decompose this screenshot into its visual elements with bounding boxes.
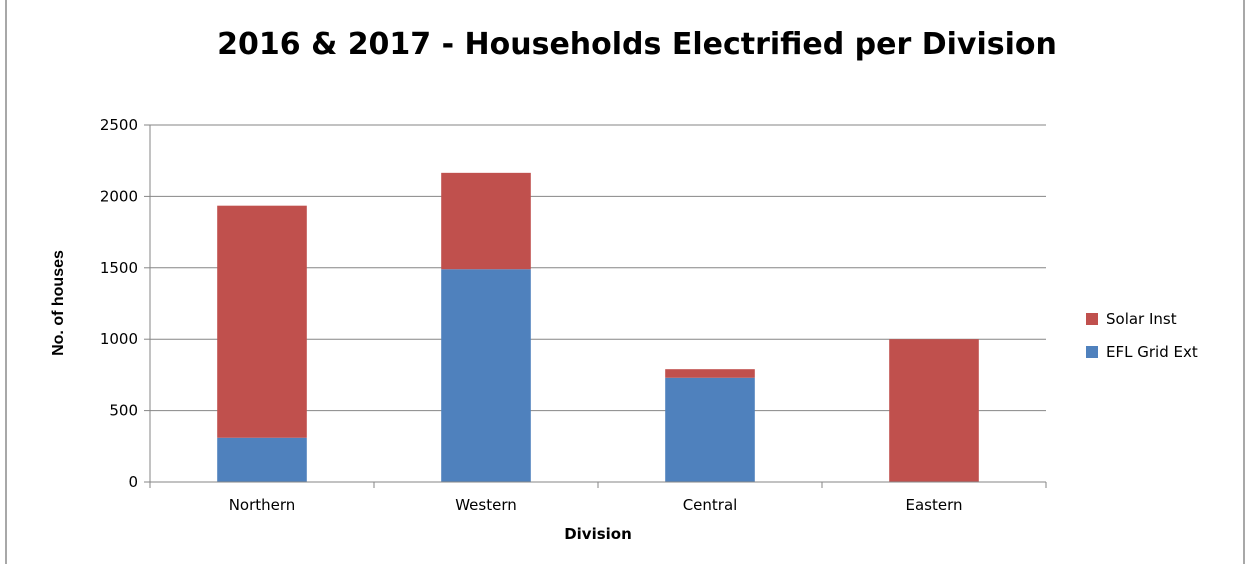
y-axis-title: No. of houses [50, 250, 67, 356]
y-tick-label: 2500 [100, 116, 138, 134]
legend-swatch [1086, 313, 1098, 325]
legend-swatch [1086, 346, 1098, 358]
legend-label: Solar Inst [1106, 310, 1177, 328]
legend-label: EFL Grid Ext [1106, 343, 1198, 361]
y-tick-labels: 0 500 1000 1500 2000 2500 [100, 116, 138, 491]
bars [217, 172, 979, 482]
bar-northern-series-1 [217, 205, 307, 438]
legend: Solar Inst EFL Grid Ext [1086, 310, 1198, 361]
chart-title: 2016 & 2017 - Households Electrified per… [217, 27, 1057, 62]
x-tick-label: Eastern [905, 496, 962, 514]
bar-central-series-1 [665, 369, 755, 378]
y-tick-label: 0 [128, 473, 138, 491]
x-tick-label: Central [683, 496, 738, 514]
x-axis-title: Division [564, 525, 632, 543]
bar-western-series-1 [441, 172, 531, 270]
bar-eastern-series-1 [889, 339, 979, 482]
bar-northern-series-0 [217, 437, 307, 482]
y-tick-label: 1000 [100, 330, 138, 348]
x-tick-labels: Northern Western Central Eastern [229, 496, 963, 514]
x-tick-label: Northern [229, 496, 296, 514]
y-tick-label: 500 [109, 402, 138, 420]
y-tick-label: 2000 [100, 187, 138, 205]
x-tick-label: Western [455, 496, 517, 514]
bar-western-series-0 [441, 269, 531, 482]
y-tick-label: 1500 [100, 259, 138, 277]
bar-central-series-0 [665, 377, 755, 482]
